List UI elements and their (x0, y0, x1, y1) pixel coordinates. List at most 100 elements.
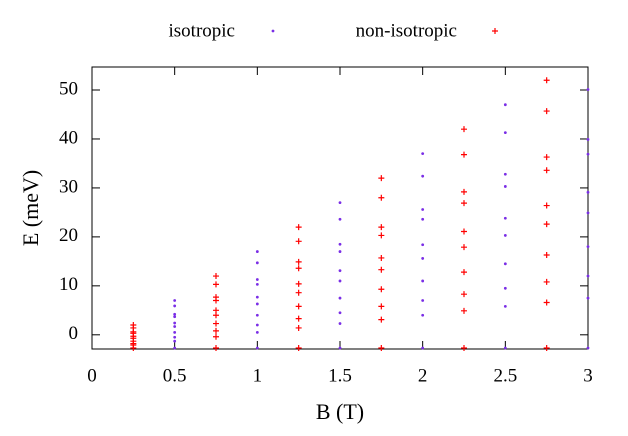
point (421, 257, 425, 260)
point (461, 269, 467, 276)
point (586, 152, 590, 156)
point (173, 325, 177, 328)
point-shape (295, 315, 302, 322)
point (461, 291, 467, 298)
point-shape (213, 307, 219, 314)
point (378, 232, 385, 239)
point (543, 252, 550, 258)
point (378, 194, 385, 201)
point (378, 303, 385, 310)
point (213, 307, 219, 314)
legend-marker (271, 29, 275, 33)
point (173, 312, 177, 316)
point-shape (543, 108, 550, 115)
point (503, 172, 507, 176)
point (255, 295, 259, 299)
point (586, 245, 590, 249)
point (255, 330, 259, 334)
y-tick-label: 0 (69, 323, 79, 344)
point (295, 324, 302, 331)
x-tick-label: 1 (253, 365, 263, 386)
point (461, 307, 467, 314)
point-shape (378, 194, 385, 201)
point (338, 279, 342, 283)
point (378, 254, 385, 261)
point (461, 228, 467, 235)
point (338, 217, 342, 221)
point (586, 88, 590, 91)
point-shape (461, 151, 467, 158)
point (295, 224, 302, 231)
point (543, 278, 550, 285)
point (378, 266, 385, 273)
point-shape (492, 28, 498, 34)
point (173, 315, 177, 319)
plot-frame (91, 66, 589, 350)
point-shape (543, 252, 550, 258)
point-shape (213, 273, 219, 280)
legend-marker (492, 28, 498, 34)
x-tick-label: 3 (583, 365, 593, 386)
point (173, 321, 177, 325)
point-shape (461, 126, 467, 133)
point (338, 346, 342, 350)
point (173, 299, 177, 302)
point-shape (295, 258, 302, 265)
point-shape (543, 299, 550, 306)
point (543, 299, 550, 306)
point-shape (213, 294, 219, 301)
point (173, 330, 177, 334)
point (543, 202, 550, 209)
point (543, 345, 550, 352)
point (255, 302, 259, 306)
point (503, 262, 507, 266)
y-tick-label: 10 (59, 274, 78, 295)
point (503, 286, 507, 290)
point (543, 167, 550, 174)
point (338, 296, 342, 300)
point (378, 316, 385, 323)
point (378, 286, 385, 293)
x-tick-label: 0.5 (163, 365, 187, 386)
y-tick-label: 30 (59, 176, 78, 197)
point-shape (213, 281, 219, 288)
point-shape (295, 238, 302, 245)
point-shape (295, 265, 302, 272)
x-tick-label: 2.5 (493, 365, 517, 386)
point-shape (213, 320, 219, 327)
point-shape (295, 324, 302, 331)
point-shape (130, 345, 137, 352)
point (586, 211, 590, 215)
point (586, 296, 590, 300)
point (338, 201, 342, 205)
point (421, 243, 425, 247)
point-shape (295, 345, 302, 352)
point (421, 346, 425, 350)
point-shape (461, 307, 467, 314)
x-tick-label: 0 (87, 365, 97, 386)
point (503, 185, 507, 188)
point (421, 299, 425, 302)
point-shape (543, 77, 550, 84)
point-shape (461, 228, 467, 235)
point-shape (213, 327, 219, 334)
point-shape (543, 167, 550, 174)
point (586, 274, 590, 278)
point (461, 244, 467, 251)
point (503, 103, 507, 107)
point-shape (461, 269, 467, 276)
point (173, 339, 177, 343)
point (295, 238, 302, 245)
point (338, 311, 342, 315)
point (295, 280, 302, 287)
point (255, 278, 259, 281)
point-shape (378, 224, 385, 231)
point-shape (213, 345, 219, 352)
point (421, 152, 425, 156)
point (338, 269, 342, 273)
point-shape (378, 254, 385, 261)
x-axis-label: B (T) (316, 399, 364, 424)
point (295, 345, 302, 352)
point-shape (295, 303, 302, 310)
